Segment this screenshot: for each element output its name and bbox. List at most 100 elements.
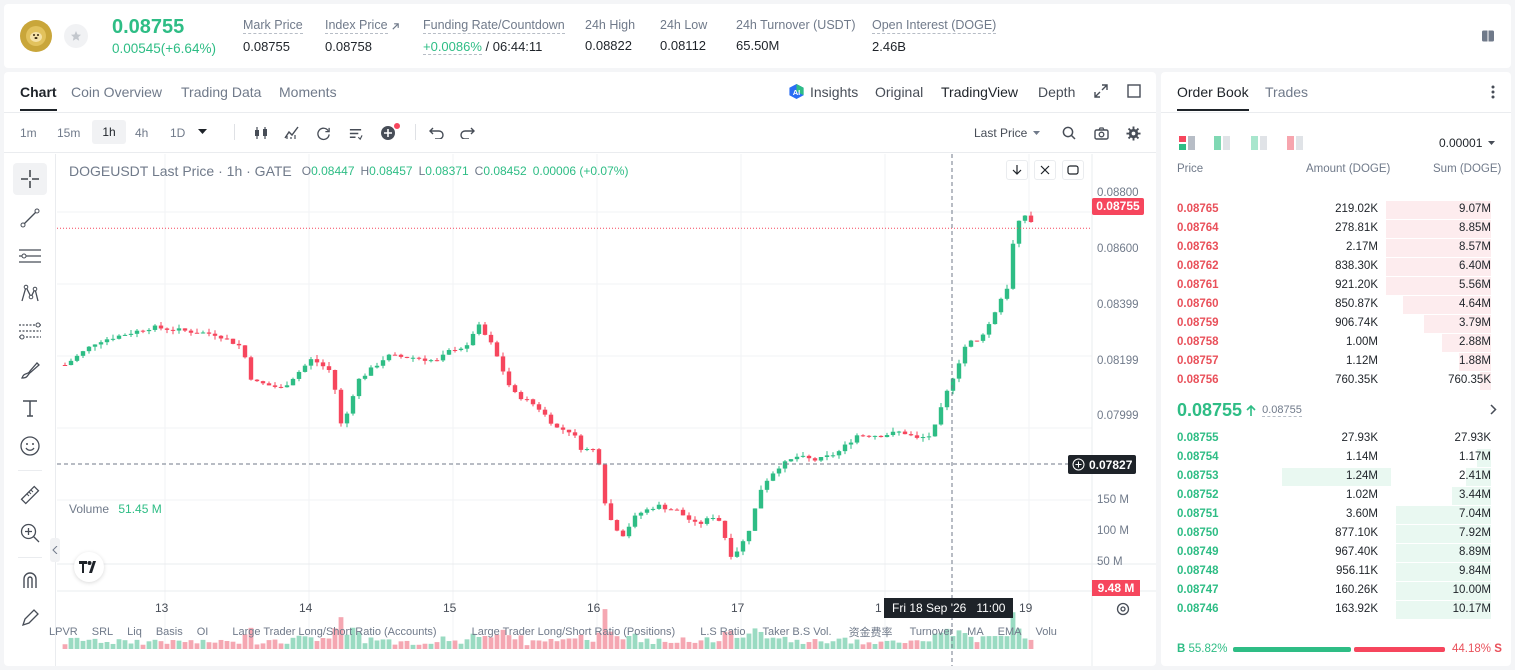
indicator-turnover[interactable]: Turnover <box>909 626 954 638</box>
stat-mark-price[interactable]: Mark Price 0.08755 <box>243 18 303 54</box>
price-type-select[interactable]: Last Price <box>974 126 1041 140</box>
indicators-icon[interactable] <box>283 124 301 142</box>
interval-1m[interactable]: 1m <box>20 126 37 140</box>
bid-row[interactable]: 0.08746 163.92K 10.17M <box>1161 600 1501 619</box>
ask-row[interactable]: 0.08761 921.20K 5.56M <box>1161 276 1501 295</box>
undo-icon[interactable] <box>427 124 445 142</box>
indicator-basis[interactable]: Basis <box>155 626 183 638</box>
text-tool-icon[interactable] <box>16 394 44 422</box>
tab-coin-overview[interactable]: Coin Overview <box>71 84 163 100</box>
indicator-ma[interactable]: MA <box>967 626 984 638</box>
bid-row[interactable]: 0.08751 3.60M 7.04M <box>1161 505 1501 524</box>
bid-row[interactable]: 0.08748 956.11K 9.84M <box>1161 562 1501 581</box>
tab-moments[interactable]: Moments <box>279 84 337 100</box>
reset-chart-icon[interactable] <box>1062 160 1084 180</box>
zoom-in-icon[interactable] <box>16 519 44 547</box>
volume-bar <box>734 637 740 649</box>
book-bids-only-icon[interactable] <box>1249 134 1269 152</box>
templates-icon[interactable] <box>346 124 364 142</box>
indicator-liq[interactable]: Liq <box>127 626 142 638</box>
interval-dropdown-icon[interactable] <box>196 125 208 139</box>
mid-price[interactable]: 0.08755 0.08755 <box>1177 400 1302 421</box>
bid-row[interactable]: 0.08755 27.93K 27.93K <box>1161 429 1501 448</box>
indicator-oi[interactable]: OI <box>196 626 209 638</box>
candles-type-icon[interactable] <box>252 124 270 142</box>
indicator-taker-bs[interactable]: Taker B.S Vol. <box>762 626 832 638</box>
indicator-ema[interactable]: EMA <box>997 626 1022 638</box>
search-icon[interactable] <box>1060 124 1078 142</box>
interval-1h[interactable]: 1h <box>92 120 126 144</box>
stat-index-price[interactable]: Index Price 0.08758 <box>325 18 400 54</box>
book-bids-icon[interactable] <box>1212 134 1232 152</box>
expand-icon[interactable] <box>1092 82 1110 100</box>
book-icon[interactable] <box>1480 28 1496 44</box>
window-icon[interactable] <box>1125 82 1143 100</box>
more-options-icon[interactable] <box>1485 84 1501 100</box>
refresh-icon[interactable] <box>314 124 332 142</box>
bid-row[interactable]: 0.08752 1.02M 3.44M <box>1161 486 1501 505</box>
magnet-icon[interactable] <box>16 566 44 594</box>
crosshair-icon[interactable] <box>13 163 47 195</box>
indicator-lt-accounts[interactable]: Large Trader Long/Short Ratio (Accounts) <box>232 626 437 638</box>
bid-row[interactable]: 0.08747 160.26K 10.00M <box>1161 581 1501 600</box>
candle-body <box>1016 220 1022 244</box>
bid-row[interactable]: 0.08750 877.10K 7.92M <box>1161 524 1501 543</box>
tab-trades[interactable]: Trades <box>1265 84 1309 100</box>
ask-row[interactable]: 0.08763 2.17M 8.57M <box>1161 238 1501 257</box>
tab-chart[interactable]: Chart <box>20 84 57 111</box>
trend-line-icon[interactable] <box>16 204 44 232</box>
stat-funding-rate[interactable]: Funding Rate/Countdown +0.0086% / 06:44:… <box>423 18 565 55</box>
book-asks-icon[interactable] <box>1285 134 1305 152</box>
tab-order-book[interactable]: Order Book <box>1177 84 1249 111</box>
interval-4h[interactable]: 4h <box>135 126 149 140</box>
tab-original[interactable]: Original <box>875 84 924 100</box>
bid-row[interactable]: 0.08754 1.14M 1.17M <box>1161 448 1501 467</box>
scroll-down-icon[interactable] <box>1006 160 1028 180</box>
ask-row[interactable]: 0.08759 906.74K 3.79M <box>1161 314 1501 333</box>
collapse-toolbar-icon[interactable] <box>50 538 60 562</box>
book-both-icon[interactable] <box>1177 134 1197 152</box>
ruler-icon[interactable] <box>16 481 44 509</box>
tab-depth[interactable]: Depth <box>1038 84 1076 100</box>
row-amount: 921.20K <box>1335 279 1378 291</box>
bid-row[interactable]: 0.08753 1.24M 2.41M <box>1161 467 1501 486</box>
stat-open-interest[interactable]: Open Interest (DOGE) 2.46B <box>872 18 997 54</box>
ask-row[interactable]: 0.08762 838.30K 6.40M <box>1161 257 1501 276</box>
insights-button[interactable]: AI Insights <box>788 83 858 100</box>
camera-icon[interactable] <box>1092 124 1110 142</box>
brush-icon[interactable] <box>16 356 44 384</box>
bid-row[interactable]: 0.08749 967.40K 8.89M <box>1161 543 1501 562</box>
indicator-funding-rate[interactable]: 资金费率 <box>848 627 893 639</box>
indicator-volume[interactable]: Volu <box>1035 626 1057 638</box>
settings-gear-icon[interactable] <box>1124 124 1142 142</box>
chevron-right-icon[interactable] <box>1487 402 1499 416</box>
add-indicator-icon[interactable] <box>378 122 402 142</box>
ask-row[interactable]: 0.08760 850.87K 4.64M <box>1161 295 1501 314</box>
ask-row[interactable]: 0.08757 1.12M 1.88M <box>1161 352 1501 371</box>
precision-select[interactable]: 0.00001 <box>1439 136 1496 150</box>
indicator-srl[interactable]: SRL <box>91 626 114 638</box>
emoji-icon[interactable] <box>16 432 44 460</box>
price-chart[interactable] <box>57 154 1156 666</box>
interval-15m[interactable]: 15m <box>57 126 81 140</box>
interval-1d[interactable]: 1D <box>170 126 186 140</box>
indicator-lt-positions[interactable]: Large Trader Long/Short Ratio (Positions… <box>471 626 676 638</box>
ask-row[interactable]: 0.08758 1.00M 2.88M <box>1161 333 1501 352</box>
pencil-lock-icon[interactable] <box>16 604 44 632</box>
horizontal-lines-icon[interactable] <box>16 242 44 270</box>
ask-row[interactable]: 0.08764 278.81K 8.85M <box>1161 219 1501 238</box>
add-alert-icon[interactable] <box>1072 458 1085 471</box>
fit-icon[interactable] <box>1034 160 1056 180</box>
tab-trading-data[interactable]: Trading Data <box>181 84 262 100</box>
fib-retracement-icon[interactable] <box>16 318 44 346</box>
redo-icon[interactable] <box>458 124 476 142</box>
ask-row[interactable]: 0.08765 219.02K 9.07M <box>1161 200 1501 219</box>
pattern-icon[interactable] <box>16 280 44 308</box>
ask-row[interactable]: 0.08756 760.35K 760.35K <box>1161 371 1501 390</box>
volume-bar <box>722 631 728 649</box>
indicator-ls-ratio[interactable]: L.S Ratio <box>700 626 746 638</box>
chart-settings-icon[interactable] <box>1114 600 1132 618</box>
tab-tradingview[interactable]: TradingView <box>941 84 1019 100</box>
favorite-star-icon[interactable] <box>64 24 88 48</box>
indicator-lpvr[interactable]: LPVR <box>49 626 78 638</box>
